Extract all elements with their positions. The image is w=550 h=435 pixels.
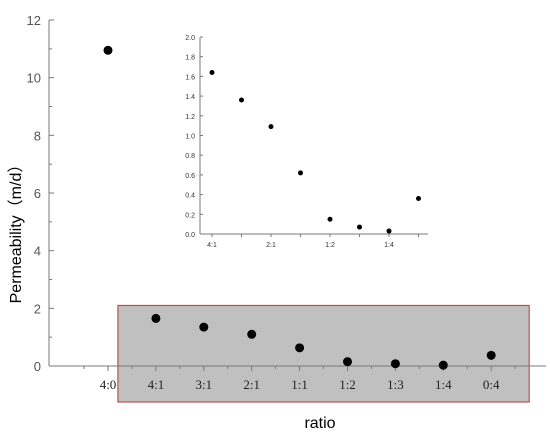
main-y-tick-label: 12 (27, 13, 41, 28)
inset-x-tick-label: 1:2 (325, 242, 335, 249)
inset-plot: 0.0 0.2 0.4 0.6 0.8 1.0 1.2 1.4 1.6 1.8 2.0 4:1 2:1… (185, 35, 428, 249)
main-data-point (438, 360, 448, 370)
inset-data-point (239, 97, 244, 103)
main-x-tick-label: 4:1 (148, 377, 165, 392)
inset-y-ticks: 0.0 0.2 0.4 0.6 0.8 1.0 1.2 1.4 1.6 1.8 2.0 (185, 35, 203, 239)
inset-data-point (327, 216, 333, 222)
main-x-tick-label: 3:1 (195, 377, 212, 392)
main-x-axis-label: ratio (304, 415, 335, 432)
inset-x-ticks: 4:1 2:1 1:2 1:4 (207, 234, 419, 249)
main-x-tick-label: 4:0 (100, 377, 117, 392)
inset-data-point (268, 124, 274, 130)
main-data-point (486, 350, 496, 360)
inset-x-tick-label: 2:1 (266, 242, 276, 249)
inset-y-tick-label: 1.8 (185, 55, 195, 62)
main-x-tick-label: 1:3 (387, 377, 404, 392)
inset-y-tick-label: 2.0 (185, 35, 195, 42)
main-y-tick-label: 8 (34, 128, 41, 143)
inset-data-point (298, 170, 303, 176)
inset-x-tick-label: 4:1 (207, 242, 217, 249)
main-data-point (295, 343, 305, 353)
inset-data-point (209, 69, 215, 75)
main-data-point (103, 45, 113, 55)
inset-data-point (386, 228, 392, 234)
main-y-tick-label: 6 (34, 186, 41, 201)
main-x-tick-label: 1:1 (291, 377, 308, 392)
main-x-tick-label: 2:1 (243, 377, 260, 392)
main-y-tick-label: 2 (34, 301, 41, 316)
inset-data-point (357, 224, 362, 230)
main-x-tick-label: 0:4 (483, 377, 500, 392)
main-data-point (343, 357, 352, 367)
inset-y-tick-label: 1.0 (185, 134, 195, 141)
inset-data-point (416, 196, 421, 202)
main-data-point (199, 322, 209, 332)
inset-y-tick-label: 1.2 (185, 114, 195, 121)
inset-y-tick-label: 0.0 (185, 232, 195, 239)
inset-y-tick-label: 0.8 (185, 153, 195, 160)
inset-y-tick-label: 0.6 (185, 173, 195, 180)
main-x-tick-label: 1:2 (339, 377, 356, 392)
inset-y-tick-label: 0.2 (185, 212, 195, 219)
inset-x-tick-label: 1:4 (384, 242, 394, 249)
inset-data-points (209, 69, 421, 234)
main-y-tick-label: 0 (34, 359, 41, 374)
main-data-point (151, 313, 161, 323)
main-data-point (247, 329, 257, 339)
inset-y-tick-label: 1.6 (185, 74, 195, 81)
main-y-ticks: 0 2 4 6 8 10 12 (27, 13, 54, 374)
main-x-tick-label: 1:4 (435, 377, 452, 392)
main-plot: 0 2 4 6 8 10 12 4:0 4:1 3:1 2:1 1:1 1:2 1:3 1:4 0:4 ra… (7, 13, 546, 432)
main-data-points (103, 45, 496, 370)
main-y-axis-label: Permeability（m/d） (7, 157, 25, 304)
main-data-point (390, 359, 400, 369)
main-x-ticks: 4:0 4:1 3:1 2:1 1:1 1:2 1:3 1:4 0:4 (83, 366, 516, 392)
highlight-region (117, 304, 530, 403)
inset-y-tick-label: 1.4 (185, 94, 195, 101)
main-y-tick-label: 4 (34, 244, 41, 259)
inset-y-tick-label: 0.4 (185, 193, 195, 200)
main-y-tick-label: 10 (27, 71, 41, 86)
